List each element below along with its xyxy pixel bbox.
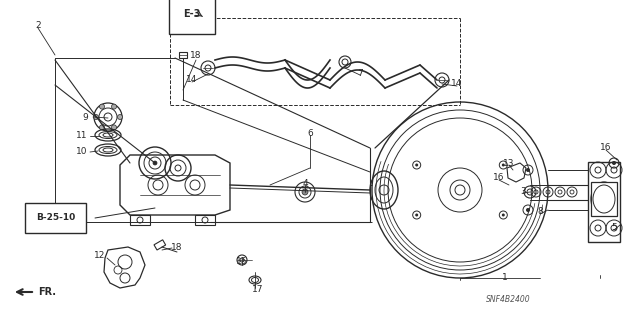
Circle shape [415,164,418,167]
Bar [588,162,620,242]
Circle shape [612,161,616,165]
Circle shape [526,208,530,212]
Circle shape [153,161,157,165]
Text: 11: 11 [76,131,88,140]
Circle shape [502,213,505,217]
Text: 16: 16 [600,144,612,152]
Circle shape [302,189,308,195]
Text: 7: 7 [357,69,363,78]
Text: 15: 15 [236,257,248,266]
Text: 6: 6 [307,129,313,137]
Bar [154,240,166,250]
Bar [179,52,187,58]
Text: 5: 5 [611,224,617,233]
Text: 10: 10 [76,147,88,157]
Circle shape [99,104,104,109]
Text: 1: 1 [502,273,508,283]
Text: 13: 13 [503,159,515,167]
Text: 3: 3 [520,187,526,196]
Circle shape [502,164,505,167]
Bar [591,182,617,216]
Text: 14: 14 [186,76,198,85]
Text: 18: 18 [172,243,183,253]
Text: 14: 14 [451,79,463,88]
Text: 12: 12 [94,250,106,259]
Circle shape [99,125,104,130]
Text: SNF4B2400: SNF4B2400 [486,295,531,305]
Text: 16: 16 [493,174,505,182]
Circle shape [526,168,530,172]
Text: 4: 4 [302,179,308,188]
Text: FR.: FR. [38,287,56,297]
Text: 18: 18 [190,50,202,60]
Text: E-3: E-3 [183,9,201,19]
Text: 8: 8 [537,207,543,217]
Text: 2: 2 [35,21,41,31]
Circle shape [93,115,99,120]
Text: 9: 9 [82,113,88,122]
Circle shape [111,104,116,109]
Circle shape [415,213,418,217]
Circle shape [111,125,116,130]
Circle shape [118,115,122,120]
Text: B-25-10: B-25-10 [36,213,76,222]
Text: 17: 17 [252,286,264,294]
